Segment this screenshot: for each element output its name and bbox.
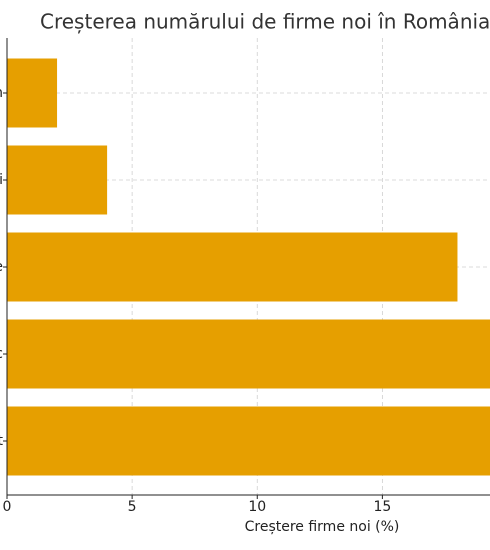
y-tick-label: c [0, 346, 3, 362]
bars [7, 58, 490, 476]
y-tick-label: e [0, 259, 3, 275]
x-tick-label: 5 [128, 499, 137, 515]
x-tick-label: 10 [248, 499, 266, 515]
bar [7, 232, 458, 302]
x-axis-label: Creștere firme noi (%) [245, 519, 400, 535]
y-tick-label: i [0, 172, 3, 188]
y-tick-label: t [0, 433, 4, 449]
bar [7, 58, 58, 128]
x-tick-label: 0 [3, 499, 12, 515]
bar [7, 406, 490, 476]
x-tick-label: 15 [373, 499, 391, 515]
bar [7, 145, 108, 215]
y-tick-label: n [0, 85, 3, 101]
bar [7, 319, 490, 389]
axes: 0 5 10 15 n i e c t [0, 38, 490, 515]
chart-title: Creșterea numărului de firme noi în Româ… [40, 10, 490, 34]
